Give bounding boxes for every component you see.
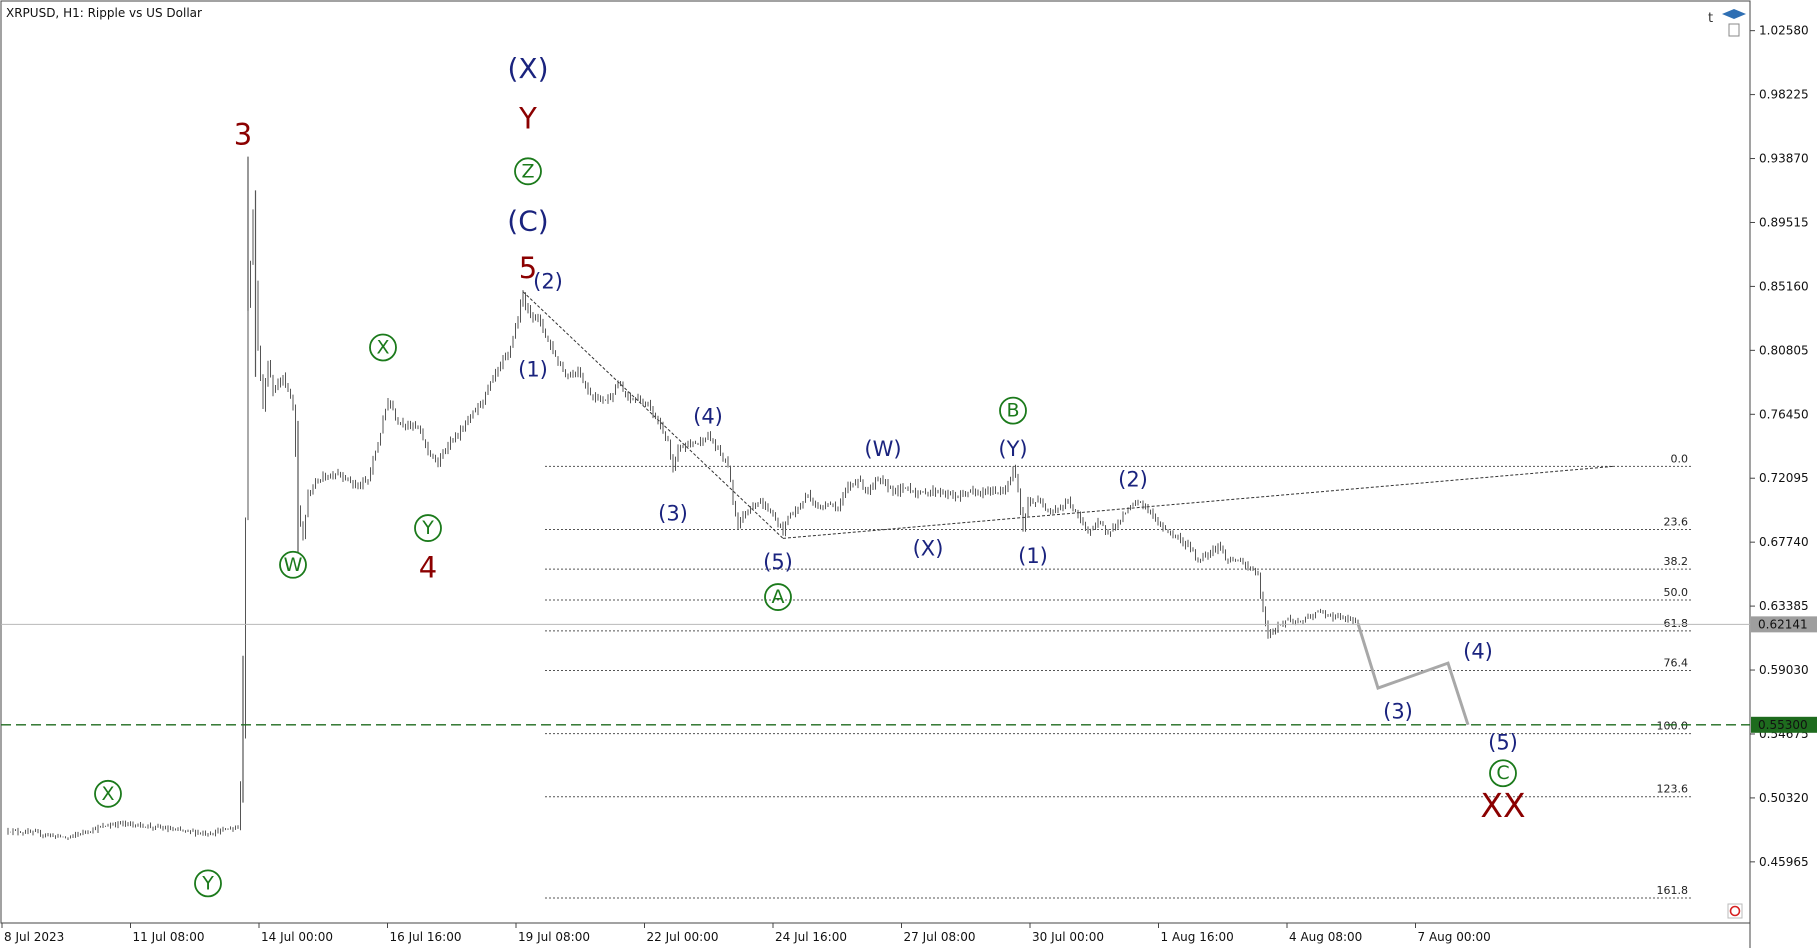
fib-level-label: 100.0 xyxy=(1657,720,1689,733)
wave-label: (1) xyxy=(518,358,548,382)
time-axis: 8 Jul 2023 11 Jul 08:00 14 Jul 00:00 16 Jul… xyxy=(1,923,1491,944)
wave-label: (X) xyxy=(507,52,548,85)
wave-label: 4 xyxy=(419,551,437,585)
wave-label-circle xyxy=(999,396,1027,425)
wave-label: (1) xyxy=(1018,544,1048,568)
price-tick-label: 1.02580 xyxy=(1759,24,1809,38)
time-tick-label: 4 Aug 08:00 xyxy=(1289,930,1362,944)
time-tick-label: 24 Jul 16:00 xyxy=(775,930,847,944)
wave-label-circle xyxy=(764,583,792,611)
wave-label: A xyxy=(772,586,785,608)
time-tick-label: 27 Jul 08:00 xyxy=(904,930,976,944)
time-tick-label: 16 Jul 16:00 xyxy=(390,930,462,944)
projection-path xyxy=(1356,623,1470,726)
trade-icon[interactable]: t xyxy=(1708,11,1713,26)
wave-label-circle xyxy=(194,869,222,898)
record-icon xyxy=(1729,905,1741,917)
time-tick-label: 11 Jul 08:00 xyxy=(133,930,205,944)
fib-level-label: 50.0 xyxy=(1664,586,1689,599)
time-tick-label: 30 Jul 00:00 xyxy=(1032,930,1104,944)
graduation-cap-icon[interactable] xyxy=(1722,9,1746,19)
price-tick-label: 0.63385 xyxy=(1759,599,1809,613)
trendlines xyxy=(522,291,1614,539)
wave-label: (C) xyxy=(507,205,548,238)
wave-label: W xyxy=(284,554,303,576)
current-price-tag xyxy=(1751,616,1817,633)
price-tick-label: 0.67740 xyxy=(1759,535,1809,549)
wave-label: (5) xyxy=(1488,730,1518,754)
wave-label: (3) xyxy=(1383,700,1413,724)
fib-level-label: 123.6 xyxy=(1657,783,1689,796)
price-tick-label: 0.76450 xyxy=(1759,407,1809,421)
toolbar-icons: t xyxy=(1708,9,1746,919)
wave-label: (3) xyxy=(658,501,688,525)
wave-label-circle xyxy=(279,550,307,579)
target-price-value: 0.55300 xyxy=(1758,718,1808,732)
wave-label: Y xyxy=(421,517,434,539)
wave-label: Z xyxy=(521,160,534,182)
chart-title: XRPUSD, H1: Ripple vs US Dollar xyxy=(6,6,202,20)
wave-label: (W) xyxy=(864,437,901,461)
time-tick-label: 14 Jul 00:00 xyxy=(261,930,333,944)
current-price-value: 0.62141 xyxy=(1758,617,1808,631)
wave-label-circle xyxy=(94,779,122,808)
wave-label-circle xyxy=(369,333,397,362)
wave-label: (X) xyxy=(913,537,944,561)
wave-label: XX xyxy=(1480,786,1525,825)
price-bars xyxy=(7,156,1359,840)
time-tick-label: 7 Aug 00:00 xyxy=(1418,930,1491,944)
fib-level-label: 161.8 xyxy=(1657,884,1689,897)
wave-label: X xyxy=(101,783,114,805)
wave-label: (2) xyxy=(533,269,563,293)
wave-label-circle xyxy=(1489,759,1517,788)
price-axis: 1.02580 0.98225 0.93870 0.89515 0.85160 0.808… xyxy=(1750,24,1817,869)
wave-label-circle xyxy=(514,157,542,186)
wave-label: (Y) xyxy=(998,437,1027,461)
price-tick-label: 0.50320 xyxy=(1759,791,1809,805)
target-price-tag xyxy=(1751,716,1817,733)
wave-projection xyxy=(1356,623,1470,726)
trendline xyxy=(782,465,1614,539)
price-tick-label: 0.85160 xyxy=(1759,279,1809,293)
price-tick-label: 0.59030 xyxy=(1759,663,1809,677)
horizontal-lines xyxy=(1,623,1750,726)
time-tick-label: 19 Jul 08:00 xyxy=(518,930,590,944)
price-tick-label: 0.80805 xyxy=(1759,343,1809,357)
fib-level-label: 38.2 xyxy=(1664,555,1689,568)
wave-label: (4) xyxy=(693,404,723,428)
time-tick-label: 8 Jul 2023 xyxy=(4,930,64,944)
wave-label: Y xyxy=(518,101,537,135)
fib-level-label: 0.0 xyxy=(1671,452,1689,465)
wave-label: (2) xyxy=(1118,468,1148,492)
wave-label: X xyxy=(376,336,389,358)
wave-labels: 3(X)YZ(C)5(2)(1)XY4WXY(4)(3)(5)A(W)(X)B(… xyxy=(94,52,1526,898)
price-tick-label: 0.93870 xyxy=(1759,152,1809,166)
price-tick-label: 0.89515 xyxy=(1759,215,1809,229)
fib-level-label: 61.8 xyxy=(1664,617,1689,630)
wave-label: (4) xyxy=(1463,639,1493,663)
time-tick-label: 22 Jul 00:00 xyxy=(647,930,719,944)
time-tick-label: 1 Aug 16:00 xyxy=(1161,930,1234,944)
wave-label: (5) xyxy=(763,550,793,574)
price-tick-label: 0.45965 xyxy=(1759,855,1809,869)
fib-level-label: 76.4 xyxy=(1664,656,1689,669)
price-tick-label: 0.72095 xyxy=(1759,471,1809,485)
wave-label-circle xyxy=(414,514,442,542)
wave-label: C xyxy=(1496,762,1509,784)
fib-level-label: 23.6 xyxy=(1664,516,1689,529)
wave-label: Y xyxy=(201,872,214,894)
price-tick-label: 0.98225 xyxy=(1759,88,1809,102)
wave-label: B xyxy=(1006,400,1019,422)
wave-label: 3 xyxy=(234,118,252,152)
document-icon[interactable] xyxy=(1728,23,1740,37)
fibonacci-levels: 0.0 23.6 38.2 50.0 61.8 76.4 100.0 123.6 161.8 xyxy=(545,452,1692,899)
wave-label: 5 xyxy=(519,251,537,285)
